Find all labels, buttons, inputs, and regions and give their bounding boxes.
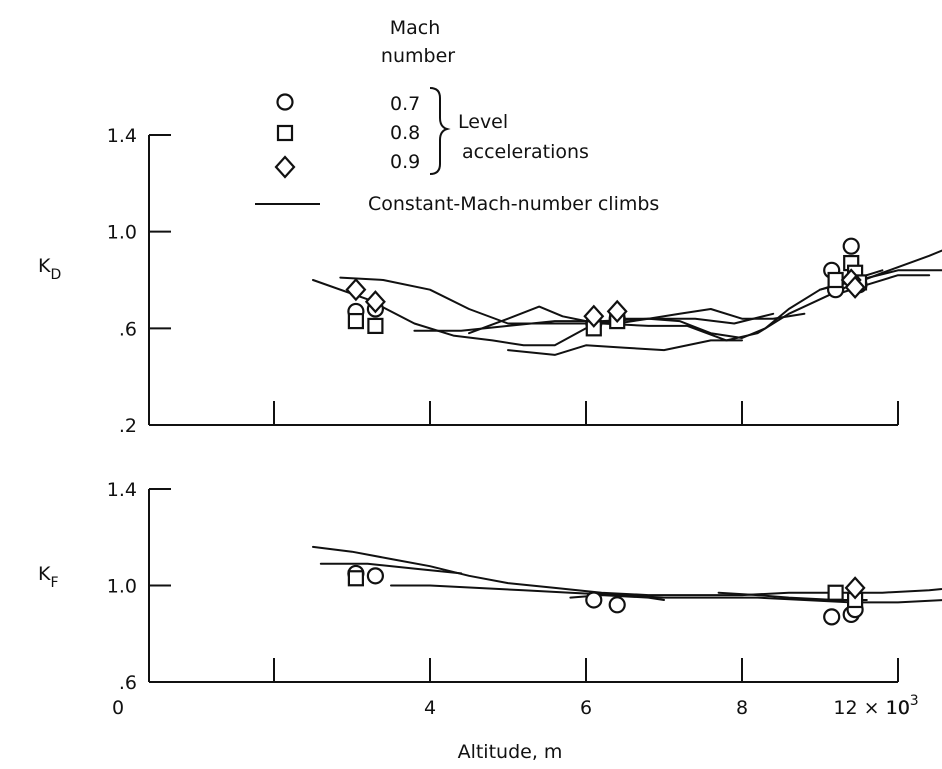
kd-ylabel-sub: D: [50, 267, 61, 283]
square-icon: [276, 124, 294, 142]
kf-ylabel-main: K: [38, 563, 51, 585]
kd-point-diamond: [345, 278, 367, 302]
kf-point-diamond: [844, 576, 866, 600]
kd-ytick-label: .6: [119, 318, 137, 340]
kf-climb-curve-4: [717, 591, 868, 601]
kd-point-diamond: [844, 275, 866, 299]
legend-mach-1: 0.8: [390, 122, 420, 144]
kd-ylabel-main: K: [38, 255, 51, 277]
kf-ylabel-sub: F: [50, 575, 58, 591]
diamond-icon: [274, 155, 296, 179]
legend-group-label-line2: accelerations: [462, 141, 589, 163]
kf-climb-curve-3: [569, 594, 665, 601]
legend-header-line1: Mach: [390, 17, 441, 39]
kf-ytick-label: 1.0: [107, 576, 137, 598]
x-tick-label: 8: [736, 697, 748, 719]
x-tick-label: 6: [580, 697, 592, 719]
x-axis-title: Altitude, m: [458, 741, 563, 763]
legend-brace: [429, 87, 451, 175]
x-tick-label: 12 × 103: [833, 693, 918, 719]
kd-point-square: [827, 271, 844, 289]
kf-climb-curve-1: [319, 562, 463, 575]
legend-line-label: Constant-Mach-number climbs: [368, 193, 659, 215]
kf-ytick-label: .6: [119, 672, 137, 694]
legend-mach-0: 0.7: [390, 93, 420, 115]
legend: Mach number 0.7 0.8 0.9 Level accelerati…: [255, 17, 659, 215]
x-tick-label: 10: [886, 697, 910, 719]
kd-point-diamond: [606, 299, 628, 324]
kf-climb-curve-2: [390, 584, 942, 604]
kd-ytick-label: .2: [119, 415, 137, 437]
kd-point-square: [367, 317, 384, 335]
kd-point-circle: [842, 237, 860, 255]
kf-point-square: [827, 584, 844, 601]
kd-climb-curve-4: [507, 339, 743, 356]
kf-ylabel: KF: [38, 563, 59, 591]
x-tick-label: 4: [424, 697, 436, 719]
kf-climb-curve-0: [312, 545, 942, 597]
kd-point-diamond: [364, 290, 386, 314]
kd-ylabel: KD: [38, 255, 61, 283]
kf-point-square: [347, 570, 364, 587]
kd-climb-curve-3: [468, 305, 806, 335]
kd-point-square: [347, 312, 364, 330]
legend-header-line2: number: [381, 45, 455, 67]
x-tick-label: 0: [112, 697, 124, 719]
panel-kd: KD .2 .6 1.0 1.4: [38, 125, 942, 437]
legend-group-label-line1: Level: [458, 111, 508, 133]
kd-ytick-label: 1.4: [107, 125, 137, 147]
legend-mach-2: 0.9: [390, 151, 420, 173]
kf-point-circle: [585, 591, 603, 609]
circle-icon: [276, 93, 294, 111]
kd-point-diamond: [583, 304, 605, 328]
kf-ytick-label: 1.4: [107, 479, 137, 501]
kf-point-circle: [366, 567, 384, 585]
kd-ytick-label: 1.0: [107, 222, 137, 244]
kf-point-circle: [823, 608, 841, 626]
x-tick-exponent: 3: [910, 693, 919, 709]
kf-point-circle: [608, 596, 626, 614]
